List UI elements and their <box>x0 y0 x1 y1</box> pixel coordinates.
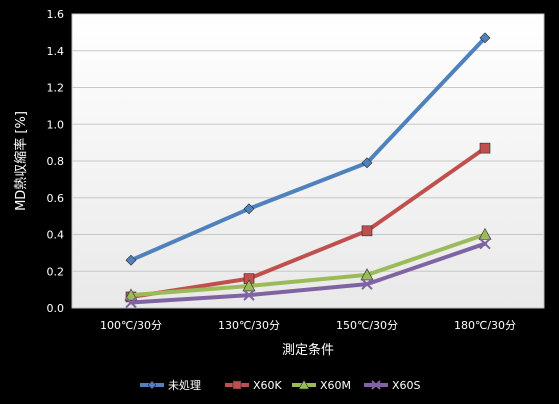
data-point <box>243 289 255 301</box>
y-tick-label: 0.6 <box>47 192 65 205</box>
y-tick-label: 1.4 <box>47 45 65 58</box>
x-tick-label: 150℃/30分 <box>336 319 398 332</box>
legend: 未処理 X60K X60M X60S <box>140 379 421 392</box>
series-X60S <box>125 237 491 309</box>
x-tick-label: 180℃/30分 <box>454 319 516 332</box>
data-point <box>479 237 491 250</box>
y-tick-label: 0.0 <box>47 302 65 315</box>
y-tick-label: 1.2 <box>47 82 65 95</box>
series-line <box>129 35 487 263</box>
data-point <box>232 380 242 390</box>
data-point <box>361 278 373 290</box>
data-point <box>361 157 373 169</box>
data-point <box>124 288 138 301</box>
data-point <box>478 227 492 240</box>
grid <box>72 13 544 272</box>
x-tick-labels: 100℃/30分 130℃/30分 150℃/30分 180℃/30分 <box>100 319 516 332</box>
data-point <box>125 254 137 266</box>
y-tick-label: 0.8 <box>47 155 65 168</box>
legend-label: X60M <box>320 379 351 392</box>
series-line <box>129 241 487 305</box>
legend-item: X60K <box>225 379 283 392</box>
data-point <box>479 32 491 44</box>
series-line <box>129 232 487 298</box>
series-lines <box>124 32 492 309</box>
legend-item: X60S <box>364 379 421 392</box>
y-tick-label: 1.6 <box>47 8 65 21</box>
series-未処理 <box>125 32 491 266</box>
legend-label: 未処理 <box>168 379 201 392</box>
legend-item: 未処理 <box>140 379 201 392</box>
legend-label: X60K <box>253 379 283 392</box>
data-point <box>242 279 256 292</box>
data-point <box>479 142 491 154</box>
y-tick-labels: 0.0 0.2 0.4 0.6 0.8 1.0 1.2 1.4 1.6 <box>47 8 65 315</box>
data-point <box>147 380 157 390</box>
series-line <box>129 146 487 299</box>
data-point <box>361 225 373 237</box>
y-tick-label: 1.0 <box>47 118 65 131</box>
legend-label: X60S <box>392 379 421 392</box>
data-point <box>371 380 381 390</box>
series-X60M <box>124 227 492 301</box>
x-tick-label: 130℃/30分 <box>218 319 280 332</box>
data-point <box>298 379 310 390</box>
x-tick-label: 100℃/30分 <box>100 319 162 332</box>
y-axis-title: MD熱収縮率 [%] <box>13 111 29 211</box>
data-point <box>243 203 255 215</box>
data-point <box>360 268 374 281</box>
y-tick-label: 0.4 <box>47 229 65 242</box>
legend-item: X60M <box>292 379 351 392</box>
x-axis-title: 測定条件 <box>282 342 334 358</box>
data-point <box>125 296 137 309</box>
y-tick-label: 0.2 <box>47 265 65 278</box>
